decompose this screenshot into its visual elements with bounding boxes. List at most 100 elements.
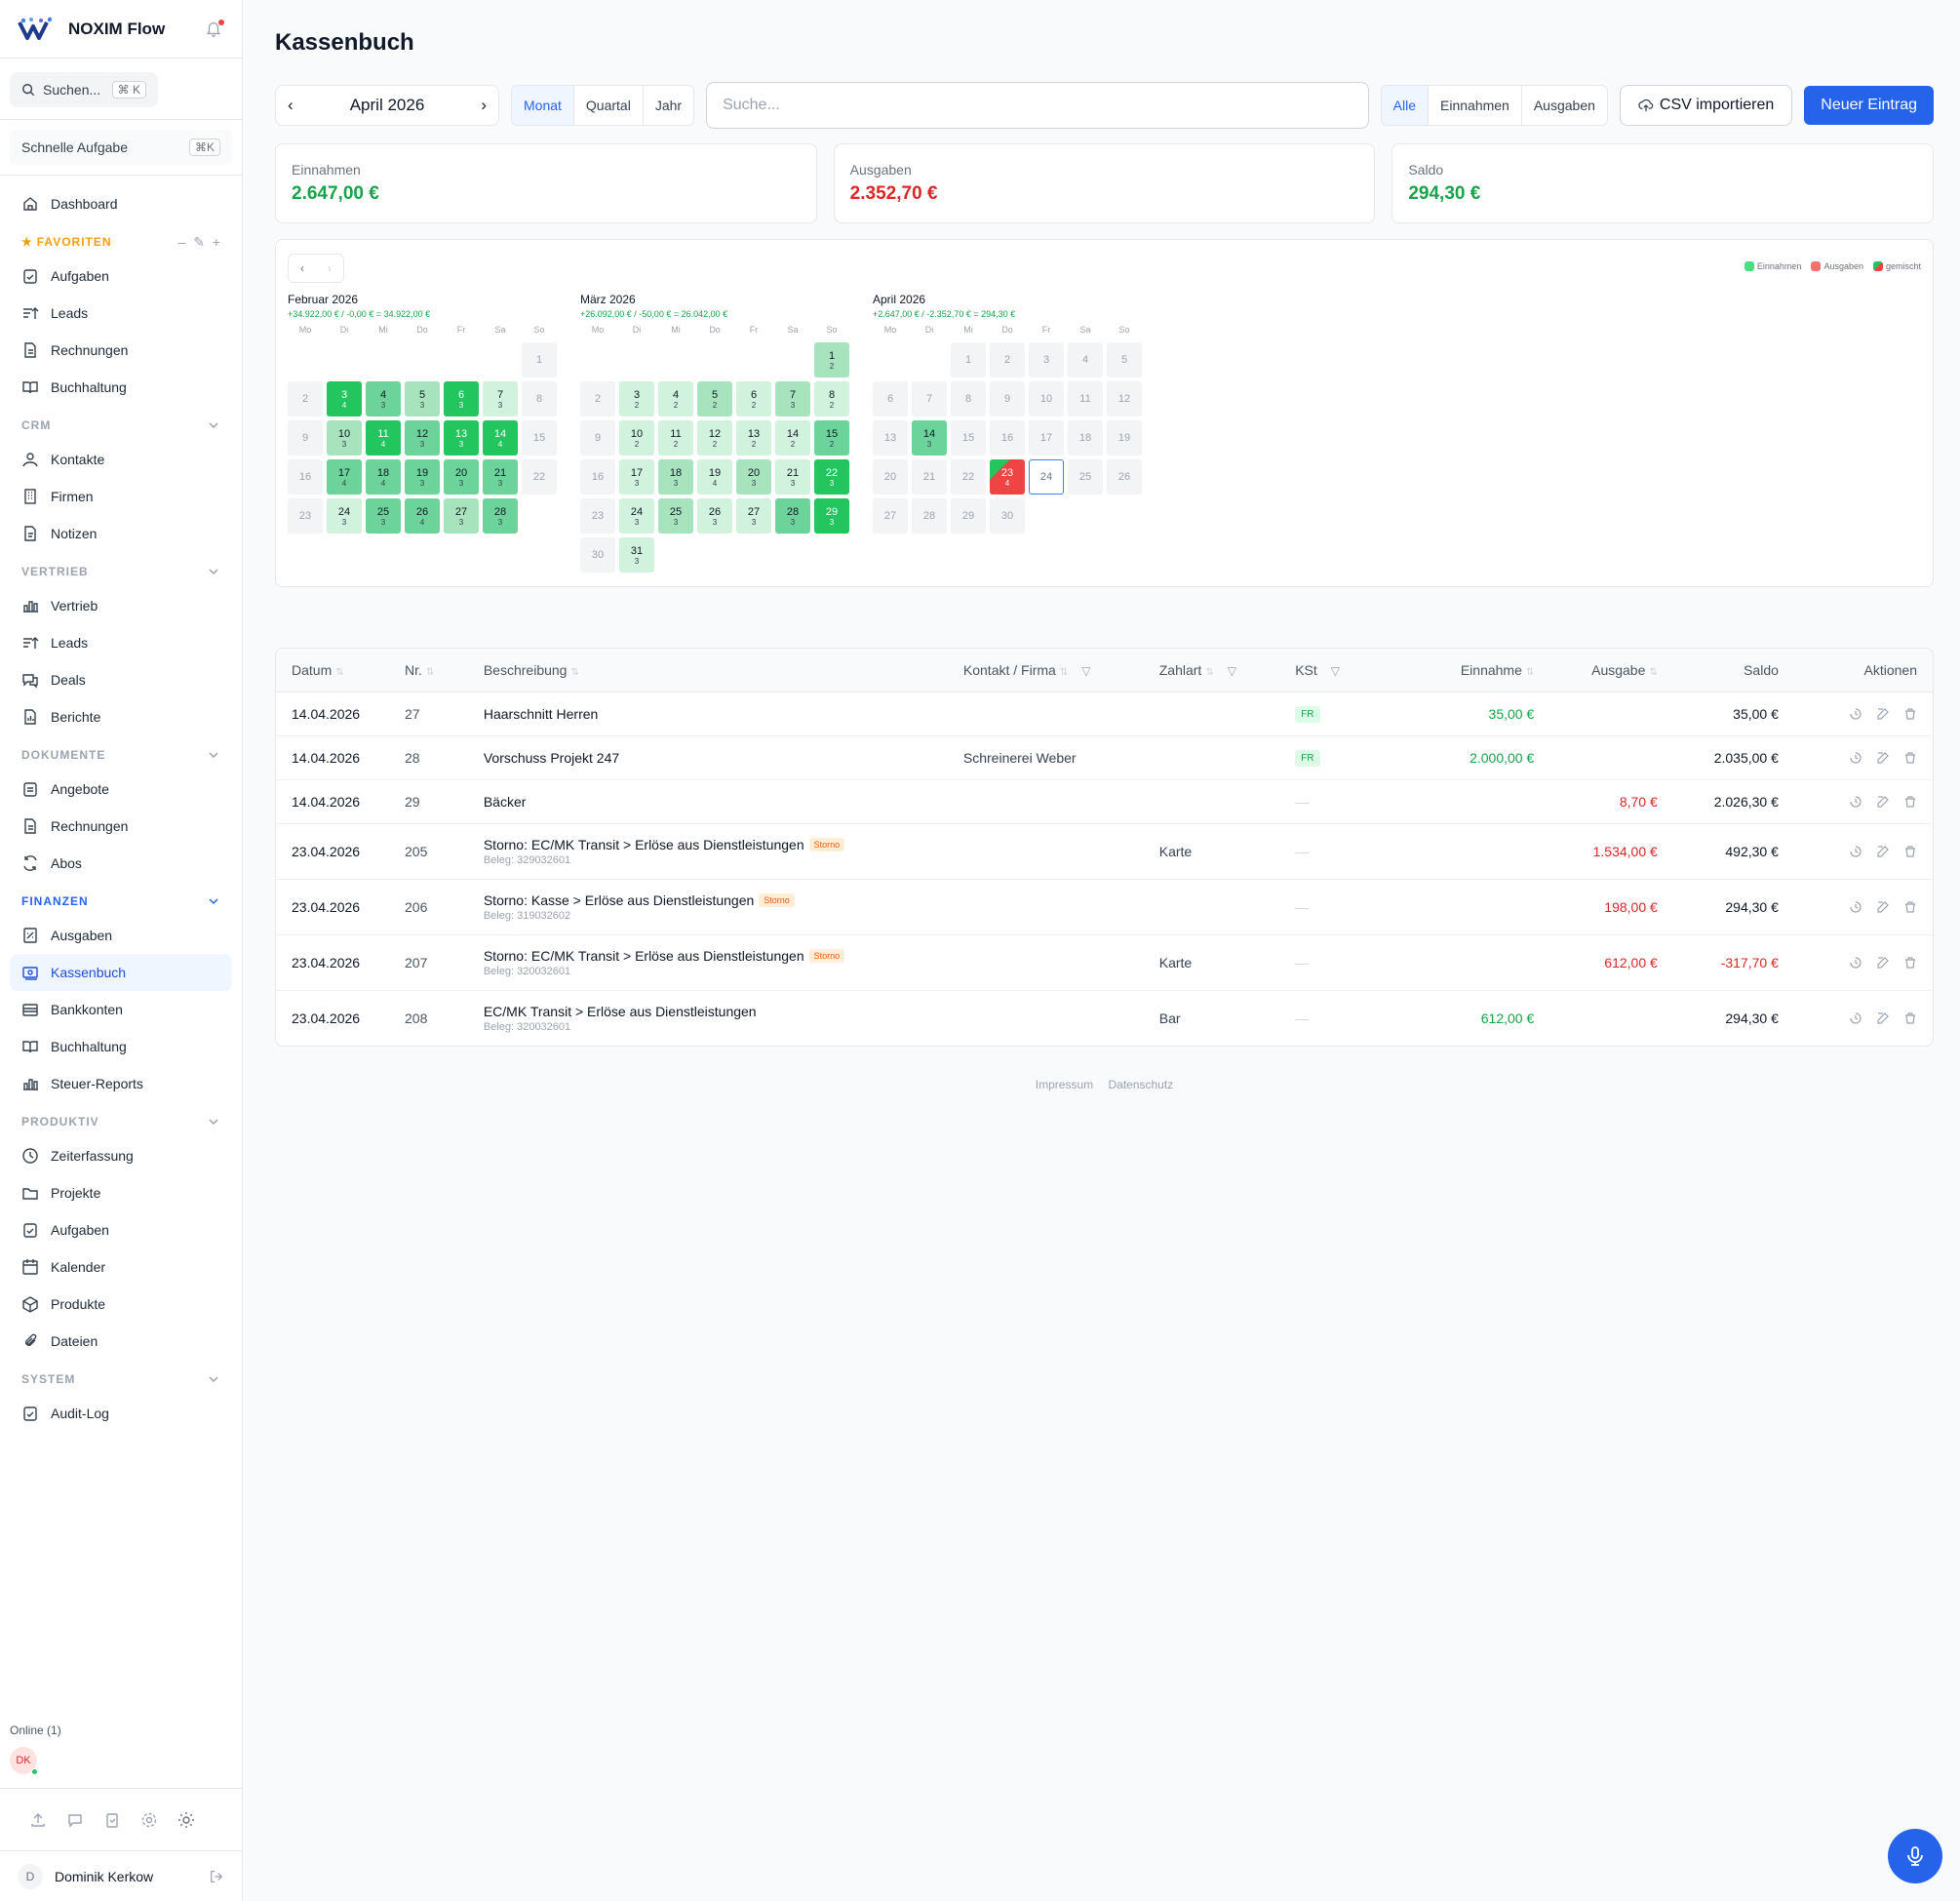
calendar-day[interactable]: 26 3 (697, 498, 732, 534)
trash-icon[interactable] (1903, 1011, 1917, 1025)
sidebar-item-dashboard[interactable]: Dashboard (10, 185, 232, 222)
logout-icon[interactable] (209, 1869, 224, 1884)
history-icon[interactable] (1849, 751, 1862, 765)
sidebar-item-audit-log[interactable]: Audit-Log (10, 1395, 232, 1432)
edit-icon[interactable] (1876, 845, 1890, 858)
chat-icon[interactable] (66, 1811, 84, 1829)
calendar-day[interactable]: 20 3 (736, 459, 771, 495)
sidebar-item-kalender[interactable]: Kalender (10, 1248, 232, 1286)
history-icon[interactable] (1849, 845, 1862, 858)
calendar-day[interactable]: 24 3 (619, 498, 654, 534)
quick-task-button[interactable]: Schnelle Aufgabe ⌘K (10, 130, 232, 165)
new-entry-button[interactable]: Neuer Eintrag (1804, 86, 1934, 125)
sidebar-item-rechnungen-dok[interactable]: Rechnungen (10, 808, 232, 845)
chevron-left-icon[interactable]: ‹ (300, 261, 304, 275)
calendar-day[interactable]: 14 4 (483, 420, 518, 455)
calendar-day[interactable]: 19 3 (405, 459, 440, 495)
calendar-day[interactable]: 13 2 (736, 420, 771, 455)
calendar-day[interactable]: 12 3 (405, 420, 440, 455)
trash-icon[interactable] (1903, 845, 1917, 858)
sidebar-item-projekte[interactable]: Projekte (10, 1174, 232, 1211)
section-vertrieb[interactable]: VERTRIEB (10, 556, 232, 587)
column-header-kontakt-firma[interactable]: Kontakt / Firma ⇅ ▽ (953, 649, 1150, 693)
voice-button[interactable] (1888, 1829, 1942, 1883)
chevron-left-icon[interactable]: ‹ (288, 96, 294, 114)
calendar-day[interactable]: 20 3 (444, 459, 479, 495)
filter-ausgaben[interactable]: Ausgaben (1533, 98, 1595, 113)
sidebar-item-deals[interactable]: Deals (10, 661, 232, 698)
sort-icon[interactable]: ⇅ (1059, 666, 1069, 678)
sidebar-item-kontakte[interactable]: Kontakte (10, 441, 232, 478)
history-icon[interactable] (1849, 900, 1862, 914)
trash-icon[interactable] (1903, 751, 1917, 765)
sort-icon[interactable]: ⇅ (425, 666, 435, 678)
section-crm[interactable]: CRM (10, 410, 232, 441)
clipboard-icon[interactable] (103, 1811, 121, 1829)
sidebar-item-vertrieb[interactable]: Vertrieb (10, 587, 232, 624)
sun-icon[interactable] (177, 1811, 195, 1829)
calendar-day[interactable]: 24 3 (327, 498, 362, 534)
column-header-beschreibung[interactable]: Beschreibung ⇅ (473, 649, 954, 693)
calendar-day[interactable]: 25 3 (366, 498, 401, 534)
sidebar-item-leads[interactable]: Leads (10, 295, 232, 332)
table-row[interactable]: 23.04.2026 208 EC/MK Transit > Erlöse aus … (276, 990, 1933, 1046)
trash-icon[interactable] (1903, 795, 1917, 809)
sort-icon[interactable]: ⇅ (335, 666, 344, 678)
calendar-day[interactable]: 14 3 (912, 420, 947, 455)
sidebar-item-abos[interactable]: Abos (10, 845, 232, 882)
bell-icon[interactable] (205, 19, 224, 39)
sort-icon[interactable]: ⇅ (1649, 666, 1658, 678)
current-user[interactable]: D Dominik Kerkow (0, 1850, 242, 1901)
sidebar-item-leads-vertrieb[interactable]: Leads (10, 624, 232, 661)
calendar-day[interactable]: 11 4 (366, 420, 401, 455)
sidebar-item-firmen[interactable]: Firmen (10, 478, 232, 515)
calendar-day[interactable]: 29 3 (814, 498, 849, 534)
section-favorites[interactable]: ★ FAVORITEN – ✎ + (10, 226, 232, 257)
calendar-day[interactable]: 11 2 (658, 420, 693, 455)
datenschutz-link[interactable]: Datenschutz (1108, 1078, 1174, 1091)
edit-icon[interactable] (1876, 751, 1890, 765)
csv-import-button[interactable]: CSV importieren (1619, 85, 1793, 126)
sidebar-item-berichte[interactable]: Berichte (10, 698, 232, 735)
calendar-day[interactable]: 19 4 (697, 459, 732, 495)
calendar-day[interactable]: 10 3 (327, 420, 362, 455)
calendar-day[interactable]: 28 3 (775, 498, 810, 534)
tab-jahr[interactable]: Jahr (654, 98, 683, 113)
favorites-actions[interactable]: – ✎ + (177, 233, 220, 250)
trash-icon[interactable] (1903, 900, 1917, 914)
sidebar-search[interactable]: Suchen... ⌘ K (10, 72, 158, 107)
column-header-saldo[interactable]: Saldo (1666, 649, 1788, 693)
sidebar-item-buchhaltung-fin[interactable]: Buchhaltung (10, 1028, 232, 1065)
history-icon[interactable] (1849, 1011, 1862, 1025)
table-row[interactable]: 23.04.2026 206 Storno: Kasse > Erlöse aus … (276, 879, 1933, 935)
sidebar-item-notizen[interactable]: Notizen (10, 515, 232, 552)
column-header-zahlart[interactable]: Zahlart ⇅ ▽ (1149, 649, 1286, 693)
edit-icon[interactable] (1876, 707, 1890, 721)
impressum-link[interactable]: Impressum (1035, 1078, 1094, 1091)
section-system[interactable]: SYSTEM (10, 1364, 232, 1395)
edit-icon[interactable] (1876, 956, 1890, 970)
sidebar-item-kassenbuch[interactable]: Kassenbuch (10, 954, 232, 991)
calendar-day[interactable]: 28 3 (483, 498, 518, 534)
tab-quartal[interactable]: Quartal (574, 86, 644, 125)
gear-icon[interactable] (140, 1811, 158, 1829)
sidebar-item-aufgaben-prod[interactable]: Aufgaben (10, 1211, 232, 1248)
calendar-day[interactable]: 12 2 (697, 420, 732, 455)
filter-icon[interactable]: ▽ (1227, 663, 1236, 678)
calendar-day[interactable]: 17 4 (327, 459, 362, 495)
section-finanzen[interactable]: FINANZEN (10, 886, 232, 917)
filter-einnahmen[interactable]: Einnahmen (1429, 86, 1522, 125)
calendar-day[interactable]: 22 3 (814, 459, 849, 495)
edit-icon[interactable] (1876, 1011, 1890, 1025)
history-icon[interactable] (1849, 707, 1862, 721)
column-header-ausgabe[interactable]: Ausgabe ⇅ (1544, 649, 1667, 693)
table-row[interactable]: 14.04.2026 27 Haarschnitt Herren FR 35,00 € 3… (276, 692, 1933, 736)
